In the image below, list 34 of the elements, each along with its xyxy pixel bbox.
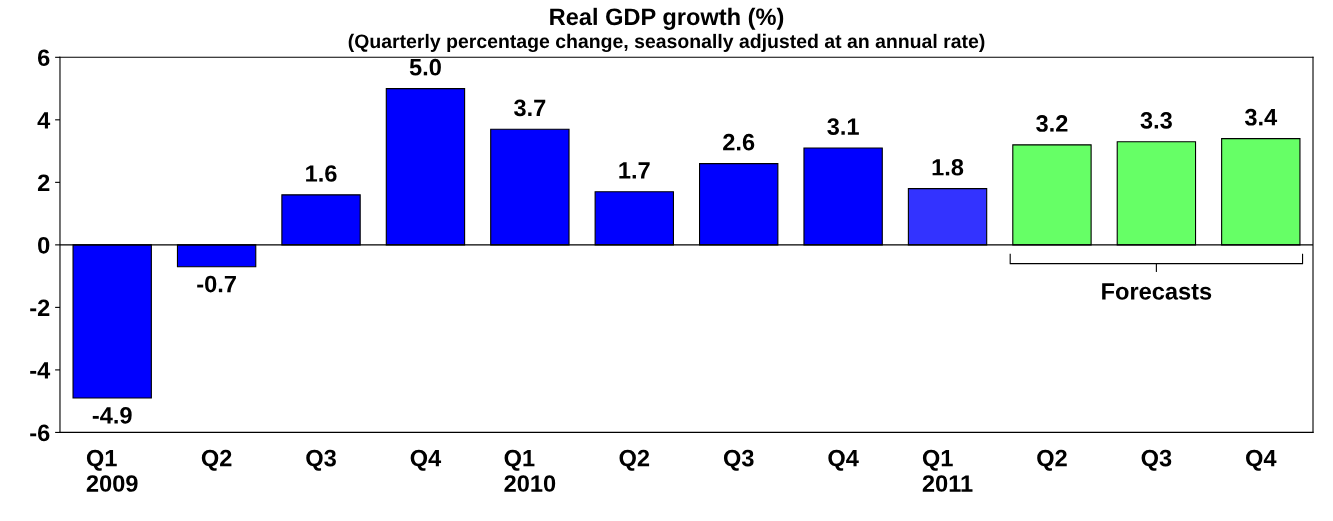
y-tick-label: 6 bbox=[38, 49, 50, 67]
data-label: 5.0 bbox=[409, 58, 441, 76]
y-tick-label: -4 bbox=[30, 362, 51, 379]
y-tick-label: 0 bbox=[38, 236, 50, 254]
y-tick-label: 4 bbox=[37, 112, 51, 129]
data-label: 1.8 bbox=[932, 158, 964, 176]
data-label: 1.6 bbox=[306, 165, 337, 182]
x-tick-label: Q4 bbox=[828, 449, 859, 471]
x-tick-label: Q1 2010 bbox=[504, 449, 556, 492]
data-label: 3.7 bbox=[514, 99, 546, 117]
annotation: Forecasts bbox=[1102, 283, 1212, 300]
x-tick-label: Q2 bbox=[201, 449, 232, 471]
x-tick-label: Q1 2009 bbox=[86, 449, 138, 492]
y-tick-label: -2 bbox=[30, 299, 50, 316]
data-label: 3.1 bbox=[827, 118, 859, 135]
chart-subtitle: (Quarterly percentage change, seasonally adjusted at an annual rate) bbox=[348, 33, 985, 53]
x-tick-label: Q3 bbox=[1141, 449, 1172, 471]
chart-title: Real GDP growth (%) bbox=[550, 7, 784, 30]
data-label: -4.9 bbox=[92, 407, 132, 424]
y-tick-label: 2 bbox=[37, 174, 50, 191]
data-label: 1.7 bbox=[619, 162, 650, 179]
x-tick-label: Q4 bbox=[1246, 449, 1277, 471]
data-label: -0.7 bbox=[197, 275, 236, 293]
x-tick-label: Q1 2011 bbox=[922, 449, 973, 492]
data-label: 3.2 bbox=[1036, 115, 1068, 132]
x-tick-label: Q4 bbox=[410, 449, 442, 471]
x-tick-label: Q3 bbox=[723, 449, 754, 471]
x-tick-label: Q2 bbox=[619, 449, 650, 471]
y-tick-label: -6 bbox=[30, 424, 50, 442]
data-label: 3.3 bbox=[1140, 111, 1172, 129]
data-label: 2.6 bbox=[723, 133, 755, 151]
data-label: 3.4 bbox=[1244, 108, 1278, 126]
x-tick-label: Q3 bbox=[306, 449, 336, 471]
x-tick-label: Q2 bbox=[1037, 449, 1067, 471]
